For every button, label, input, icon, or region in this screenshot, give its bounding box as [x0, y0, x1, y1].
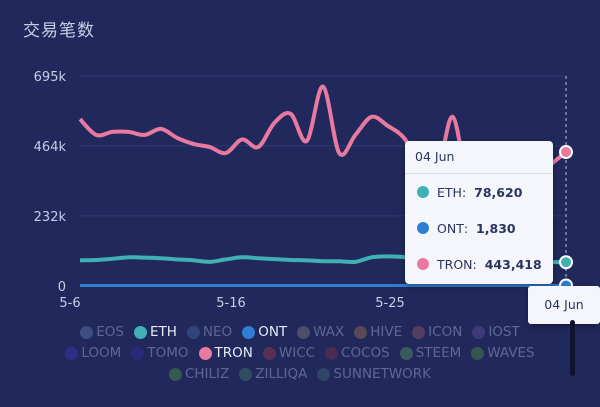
legend-item-icon[interactable]: ICON — [412, 322, 462, 343]
legend-dot-icon — [317, 368, 331, 381]
series-dot-icon — [417, 186, 429, 198]
series-point-eth — [559, 255, 573, 270]
legend-label: ZILLIQA — [255, 366, 308, 382]
legend-label: STEEM — [415, 345, 462, 361]
y-tick-label: 464k — [34, 140, 67, 155]
legend-item-iost[interactable]: IOST — [472, 322, 520, 343]
tooltip-row-eth: ETH: 78,620 — [405, 174, 553, 210]
tooltip-series-name: TRON — [437, 256, 473, 272]
data-tooltip: 04 Jun ETH: 78,620 ONT: 1,830 TRON: 443,… — [405, 141, 553, 284]
y-tick-label: 232k — [34, 210, 67, 225]
legend-dot-icon — [297, 326, 311, 339]
legend-dot-icon — [412, 326, 426, 339]
legend-label: COCOS — [341, 345, 390, 361]
legend-label: TOMO — [147, 345, 189, 361]
legend-item-wax[interactable]: WAX — [297, 322, 344, 343]
tooltip-row-tron: TRON: 443,418 — [405, 246, 553, 282]
legend-dot-icon — [131, 347, 145, 360]
legend-item-steem[interactable]: STEEM — [399, 343, 462, 364]
tooltip-date: 04 Jun — [405, 141, 553, 174]
legend-row: LOOM TOMO TRON WICC COCOS STEEM WAVES — [0, 343, 600, 364]
legend-label: ICON — [428, 324, 463, 340]
legend-dot-icon — [239, 368, 253, 381]
x-tick-label: 5-25 — [375, 296, 405, 311]
legend-label: EOS — [96, 324, 124, 340]
legend-dot-icon — [399, 347, 413, 360]
legend-label: CHILIZ — [184, 366, 230, 382]
tooltip-series-value: 443,418 — [484, 256, 542, 272]
legend: EOS ETH NEO ONT WAX HIVE ICON IOST LOOM TOMO TRON W… — [0, 322, 600, 385]
legend-label: HIVE — [370, 324, 403, 340]
chart-title: 交易笔数 — [23, 21, 95, 41]
series-point-tron — [559, 145, 573, 160]
legend-label: NEO — [202, 324, 233, 340]
legend-dot-icon — [262, 347, 276, 360]
legend-label: WAVES — [487, 345, 535, 361]
legend-dot-icon — [472, 326, 486, 339]
legend-dot-icon — [325, 347, 339, 360]
legend-item-eos[interactable]: EOS — [80, 322, 124, 343]
legend-dot-icon — [168, 368, 182, 381]
legend-dot-icon — [80, 326, 94, 339]
legend-item-zilliqa[interactable]: ZILLIQA — [239, 364, 307, 385]
tooltip-series-name: ETH — [437, 184, 462, 200]
y-tick-label: 0 — [58, 280, 66, 295]
series-dot-icon — [417, 222, 429, 234]
legend-item-wicc[interactable]: WICC — [262, 343, 316, 364]
legend-dot-icon — [186, 326, 200, 339]
legend-row: EOS ETH NEO ONT WAX HIVE ICON IOST — [0, 322, 600, 343]
legend-label: ONT — [258, 324, 288, 340]
legend-label: ETH — [149, 324, 177, 340]
legend-dot-icon — [354, 326, 368, 339]
y-tick-label: 695k — [34, 70, 67, 85]
tooltip-row-ont: ONT: 1,830 — [405, 210, 553, 246]
legend-dot-icon — [471, 347, 485, 360]
legend-dot-icon — [198, 347, 212, 360]
legend-item-eth[interactable]: ETH — [133, 322, 177, 343]
legend-item-sunnetwork[interactable]: SUNNETWORK — [317, 364, 431, 385]
legend-item-cocos[interactable]: COCOS — [325, 343, 390, 364]
legend-item-neo[interactable]: NEO — [186, 322, 233, 343]
legend-scrollbar[interactable] — [570, 320, 575, 376]
tooltip-series-name: ONT — [437, 220, 464, 236]
legend-item-tron[interactable]: TRON — [198, 343, 253, 364]
series-dot-icon — [417, 258, 429, 270]
legend-label: WAX — [313, 324, 345, 340]
legend-label: SUNNETWORK — [333, 366, 432, 382]
legend-item-loom[interactable]: LOOM — [65, 343, 121, 364]
legend-item-hive[interactable]: HIVE — [354, 322, 402, 343]
legend-item-chiliz[interactable]: CHILIZ — [168, 364, 230, 385]
x-tick-label: 5-16 — [216, 296, 246, 311]
legend-dot-icon — [242, 326, 256, 339]
legend-item-tomo[interactable]: TOMO — [131, 343, 189, 364]
legend-row: CHILIZ ZILLIQA SUNNETWORK — [0, 364, 600, 385]
x-tick-label: 5-6 — [59, 296, 80, 311]
tooltip-series-value: 78,620 — [474, 184, 523, 200]
legend-label: TRON — [214, 345, 253, 361]
legend-dot-icon — [133, 326, 147, 339]
legend-label: IOST — [488, 324, 520, 340]
legend-dot-icon — [65, 347, 79, 360]
legend-item-ont[interactable]: ONT — [242, 322, 287, 343]
x-axis-pointer-label: 04 Jun — [528, 286, 600, 324]
tooltip-series-value: 1,830 — [476, 220, 516, 236]
legend-label: WICC — [278, 345, 316, 361]
legend-label: LOOM — [81, 345, 122, 361]
legend-item-waves[interactable]: WAVES — [471, 343, 535, 364]
